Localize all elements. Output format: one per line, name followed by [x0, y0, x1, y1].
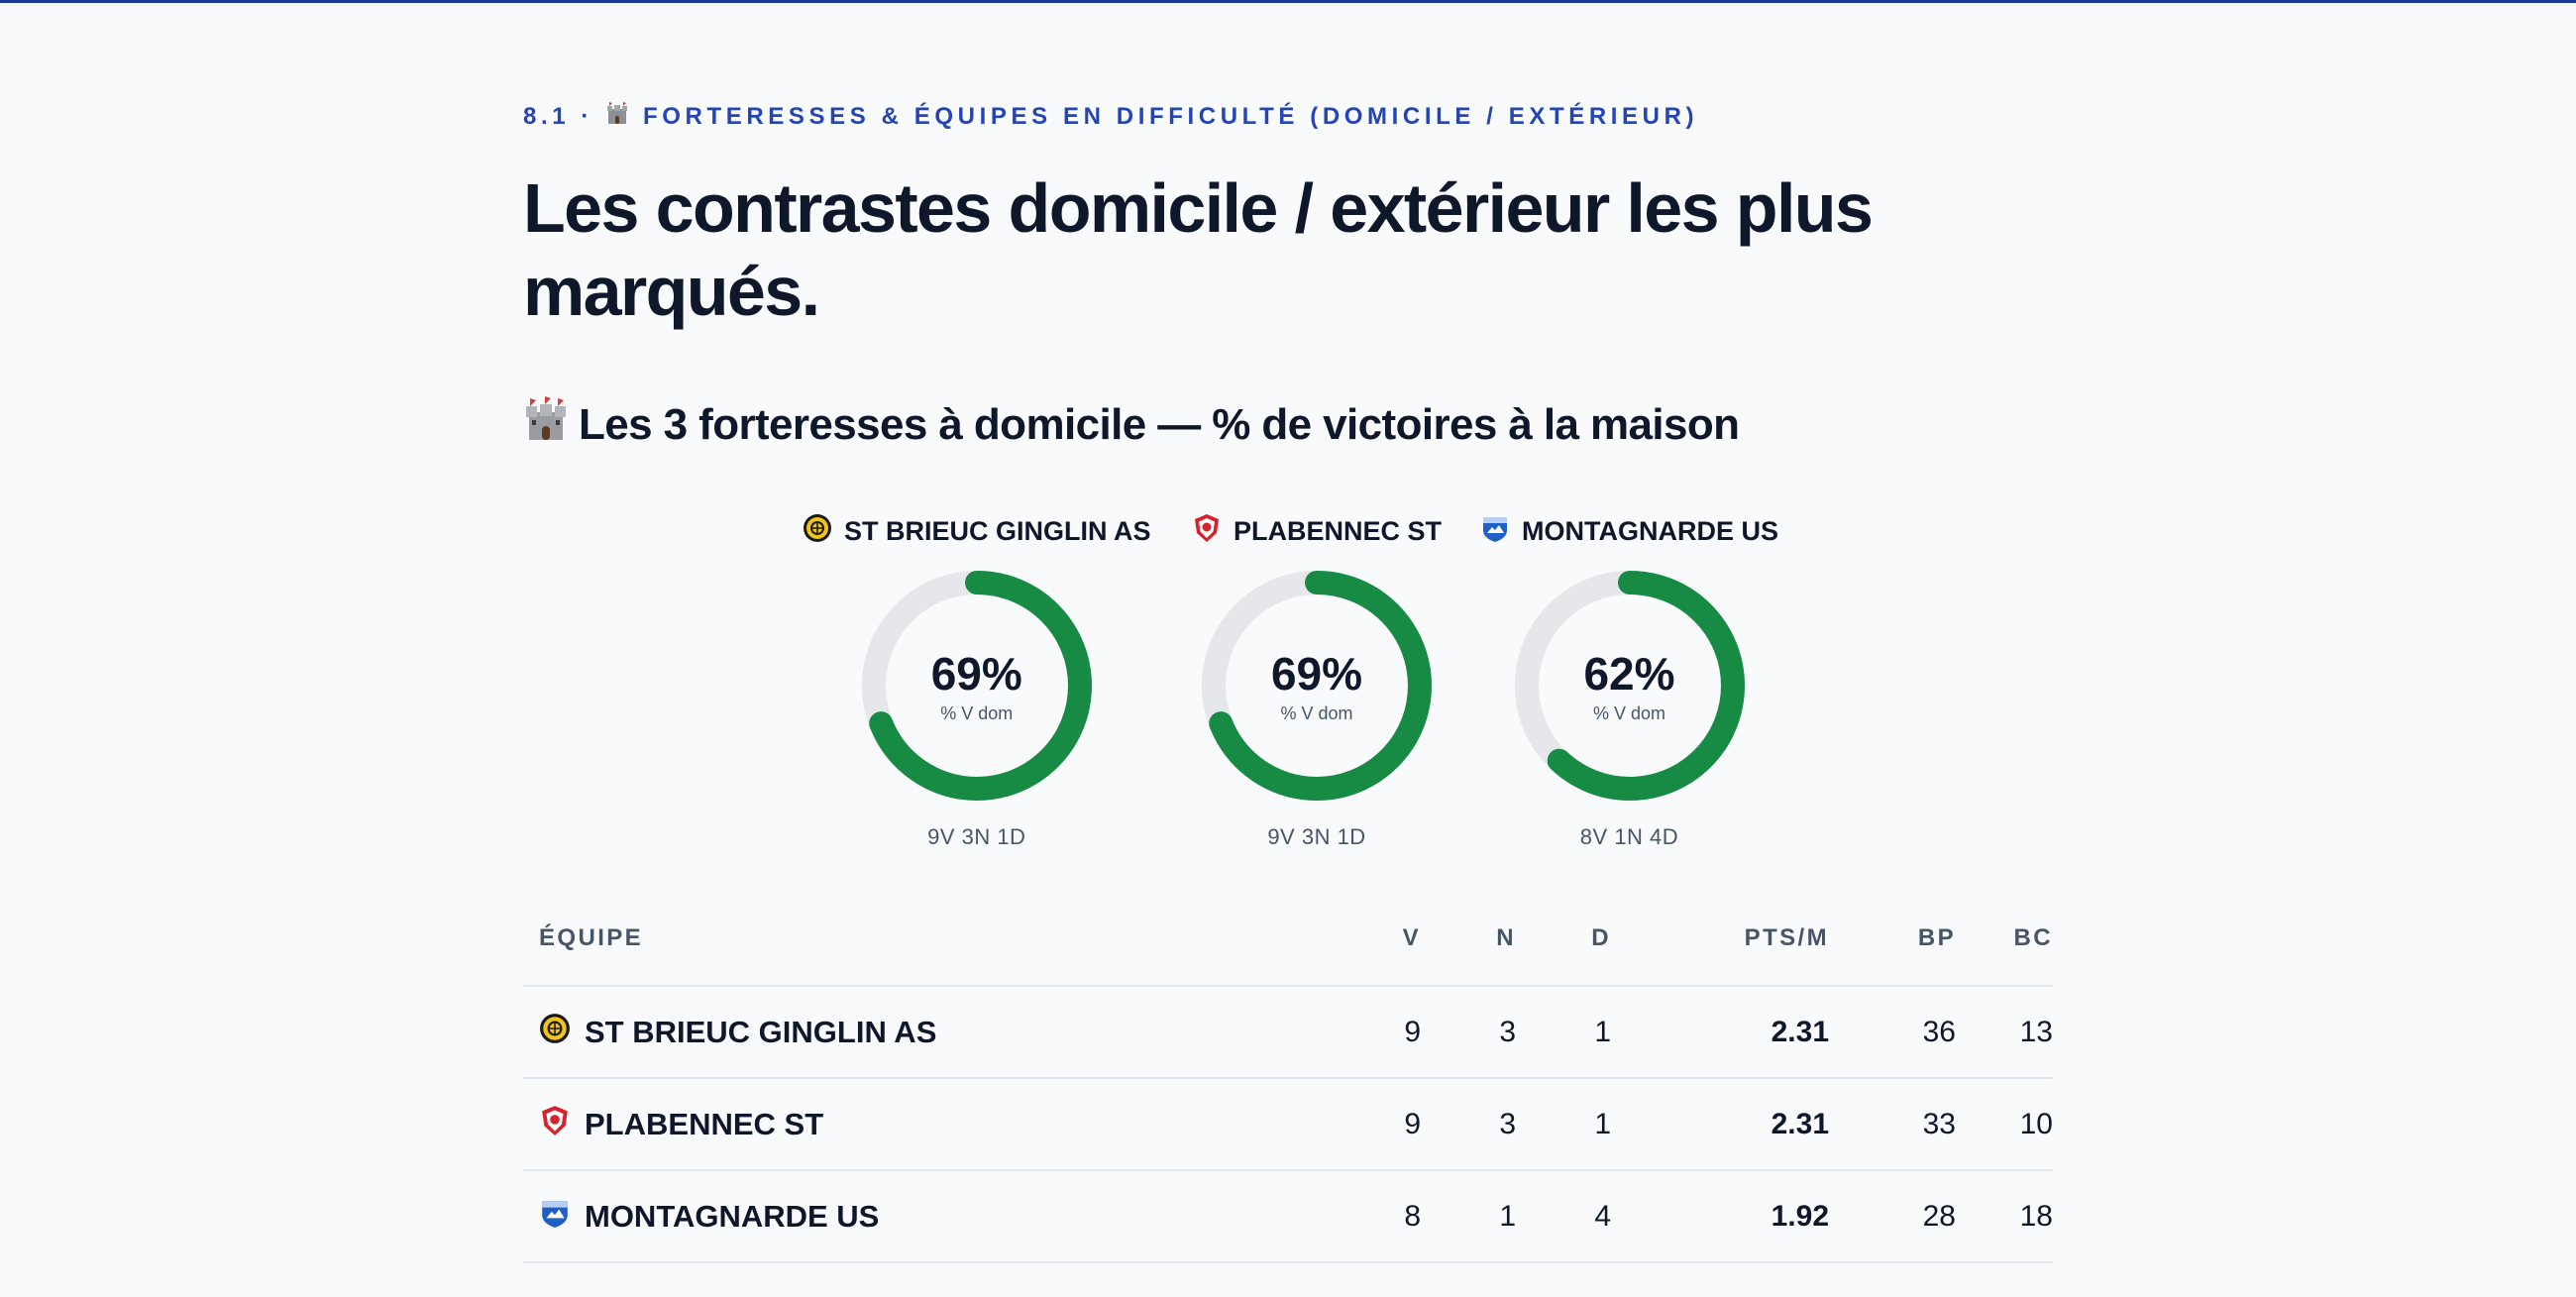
- castle-icon: [523, 396, 569, 453]
- draws-cell: 1: [1421, 1170, 1516, 1263]
- draws-cell: 3: [1421, 1078, 1516, 1171]
- draws-cell: 3: [1421, 986, 1516, 1079]
- donut-record: 9V 3N 1D: [927, 824, 1026, 849]
- eyebrow-text: FORTERESSES & ÉQUIPES EN DIFFICULTÉ (DOM…: [643, 102, 1699, 130]
- donut-team-name: MONTAGNARDE US: [1522, 515, 1778, 546]
- points-per-match-cell: 1.92: [1611, 1170, 1829, 1263]
- castle-icon: [605, 101, 629, 132]
- donut-team-name: PLABENNEC ST: [1234, 515, 1443, 546]
- donut-svg: [1202, 571, 1432, 801]
- donut-chart: 69% % V dom: [860, 569, 1094, 803]
- donut-team-header: ST BRIEUC GINGLIN AS: [803, 511, 1151, 551]
- wins-cell: 9: [1351, 986, 1421, 1079]
- points-per-match-cell: 2.31: [1611, 986, 1829, 1079]
- red-crest-icon: [1192, 513, 1222, 550]
- goals-against-cell: 10: [1956, 1078, 2053, 1171]
- goals-for-cell: 36: [1829, 986, 1956, 1079]
- team-cell: PLABENNEC ST: [523, 1078, 1351, 1171]
- section-title-text: Les 3 forteresses à domicile — % de vict…: [579, 399, 1740, 449]
- column-header-team[interactable]: ÉQUIPE: [523, 892, 1351, 987]
- team-name: MONTAGNARDE US: [585, 1198, 880, 1234]
- page-title: Les contrastes domicile / extérieur les …: [523, 169, 1874, 330]
- top-accent-rule: [0, 0, 2576, 3]
- yellow-crest-icon: [803, 513, 832, 550]
- goals-for-cell: 33: [1829, 1078, 1956, 1171]
- donut-arc: [861, 571, 1092, 801]
- table-row: ST BRIEUC GINGLIN AS 9 3 1 2.31 36 13: [523, 986, 2053, 1079]
- blue-crest-icon: [539, 1197, 571, 1237]
- goals-against-cell: 13: [1956, 986, 2053, 1079]
- donut-percentage: 69%: [1270, 647, 1363, 700]
- donut-caption: % V dom: [1592, 703, 1666, 723]
- column-header-points-per-match[interactable]: PTS/M: [1611, 892, 1829, 987]
- donut-card-plabennec: PLABENNEC ST 69% % V dom 9V 3N 1D: [1192, 511, 1442, 850]
- column-header-draws[interactable]: N: [1421, 892, 1516, 987]
- yellow-crest-icon: [539, 1013, 571, 1052]
- donut-svg: [1514, 571, 1745, 801]
- donut-caption: % V dom: [1280, 703, 1353, 723]
- wins-cell: 9: [1351, 1078, 1421, 1171]
- table-header-row: ÉQUIPE V N D PTS/M BP BC: [523, 892, 2053, 987]
- donut-svg: [861, 571, 1092, 801]
- table-row: PLABENNEC ST 9 3 1 2.31 33 10: [523, 1078, 2053, 1171]
- losses-cell: 1: [1516, 1078, 1611, 1171]
- team-name: PLABENNEC ST: [585, 1106, 824, 1141]
- donut-team-header: MONTAGNARDE US: [1480, 511, 1778, 551]
- donut-center: 69% % V dom: [1200, 569, 1434, 803]
- donut-center: 62% % V dom: [1513, 569, 1747, 803]
- donut-percentage: 62%: [1583, 647, 1675, 700]
- donut-arc: [1514, 571, 1745, 801]
- table-row: MONTAGNARDE US 8 1 4 1.92 28 18: [523, 1170, 2053, 1263]
- donut-team-header: PLABENNEC ST: [1192, 511, 1442, 551]
- column-header-wins[interactable]: V: [1351, 892, 1421, 987]
- column-header-losses[interactable]: D: [1516, 892, 1611, 987]
- points-per-match-cell: 2.31: [1611, 1078, 1829, 1171]
- section-eyebrow: 8.1 · FORTERESSES & ÉQUIPES EN DIFFICULT…: [523, 101, 1698, 132]
- eyebrow-prefix: 8.1 ·: [523, 102, 594, 130]
- donut-chart: 69% % V dom: [1200, 569, 1434, 803]
- donut-card-st-brieuc: ST BRIEUC GINGLIN AS 69% % V dom 9V 3N 1…: [803, 511, 1151, 850]
- blue-crest-icon: [1480, 513, 1510, 550]
- home-stats-table: ÉQUIPE V N D PTS/M BP BC: [523, 892, 2053, 1263]
- team-name: ST BRIEUC GINGLIN AS: [585, 1014, 937, 1049]
- donut-percentage: 69%: [930, 647, 1022, 700]
- donut-caption: % V dom: [940, 703, 1014, 723]
- wins-cell: 8: [1351, 1170, 1421, 1263]
- donut-chart: 62% % V dom: [1513, 569, 1747, 803]
- donut-arc: [1202, 571, 1432, 801]
- goals-against-cell: 18: [1956, 1170, 2053, 1263]
- team-cell: ST BRIEUC GINGLIN AS: [523, 986, 1351, 1079]
- goals-for-cell: 28: [1829, 1170, 1956, 1263]
- section-title: Les 3 forteresses à domicile — % de vict…: [523, 396, 1740, 453]
- donut-record: 8V 1N 4D: [1579, 824, 1679, 849]
- donut-team-name: ST BRIEUC GINGLIN AS: [844, 515, 1151, 546]
- red-crest-icon: [539, 1105, 571, 1144]
- column-header-goals-for[interactable]: BP: [1829, 892, 1956, 987]
- donut-record: 9V 3N 1D: [1267, 824, 1366, 849]
- losses-cell: 1: [1516, 986, 1611, 1079]
- column-header-goals-against[interactable]: BC: [1956, 892, 2053, 987]
- donut-card-montagnarde: MONTAGNARDE US 62% % V dom 8V 1N 4D: [1480, 511, 1778, 850]
- team-cell: MONTAGNARDE US: [523, 1170, 1351, 1263]
- losses-cell: 4: [1516, 1170, 1611, 1263]
- donut-center: 69% % V dom: [860, 569, 1094, 803]
